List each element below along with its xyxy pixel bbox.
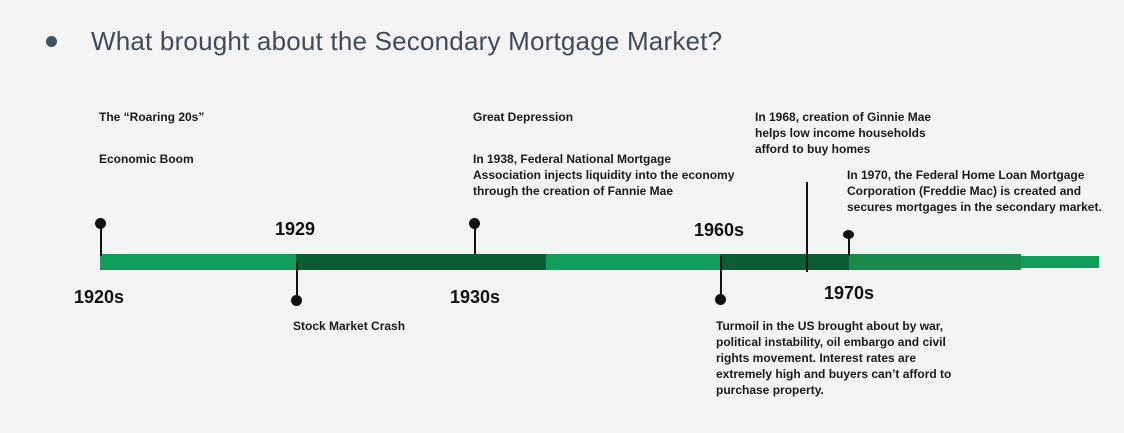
event-ginnie-mae-line: afford to buy homes [755,142,871,156]
slide-title: What brought about the Secondary Mortgag… [91,26,723,56]
event-freddie-mac: In 1970, the Federal Home Loan Mortgage … [847,167,1102,215]
event-freddie-mac-line: secures mortgages in the secondary marke… [847,200,1102,214]
event-roaring-20s: The “Roaring 20s” [99,110,205,124]
marker-1929-dot [291,295,302,306]
event-stock-market-crash: Stock Market Crash [293,319,406,333]
marker-1970-stem [848,234,850,256]
year-label-1960s: 1960s [694,220,745,240]
slide-header: What brought about the Secondary Mortgag… [46,26,722,57]
year-label-1930s: 1930s [450,287,501,307]
year-label-1929: 1929 [275,219,316,239]
marker-1929-stem [296,262,298,298]
segment-1960s [720,254,850,270]
year-label-1920s: 1920s [74,287,125,307]
marker-1960s-dot [715,294,726,305]
event-turmoil-line: purchase property. [716,383,824,397]
segment-1920s [100,254,297,270]
event-ginnie-mae: In 1968, creation of Ginnie Mae helps lo… [755,109,931,157]
event-ginnie-mae-line: In 1968, creation of Ginnie Mae [755,110,932,124]
marker-1930s-dot [469,218,480,229]
marker-1968-stem [806,182,808,272]
event-turmoil-line: political instability, oil embargo and c… [716,335,946,349]
event-fannie-mae: In 1938, Federal National Mortgage Assoc… [473,151,734,199]
segment-1970s [849,254,1021,270]
event-turmoil-line: rights movement. Interest rates are [716,351,917,365]
marker-1920s-dot [95,218,106,229]
marker-1920s-stem [100,224,102,256]
event-ginnie-mae-line: helps low income households [755,126,926,140]
bullet-icon [46,36,57,47]
event-freddie-mac-line: In 1970, the Federal Home Loan Mortgage [847,168,1085,182]
event-fannie-mae-line: Association injects liquidity into the e… [473,168,735,182]
segment-1929 [296,254,546,270]
segment-tail [1021,256,1099,268]
marker-1960s-stem [720,256,722,298]
event-turmoil-line: Turmoil in the US brought about by war, [716,319,944,333]
event-freddie-mac-line: Corporation (Freddie Mac) is created and [847,184,1082,198]
event-turmoil-line: extremely high and buyers can’t afford t… [716,367,952,381]
event-fannie-mae-line: through the creation of Fannie Mae [473,184,674,198]
segment-1930s [546,254,720,270]
event-great-depression: Great Depression [473,110,574,124]
event-turmoil: Turmoil in the US brought about by war, … [716,318,951,398]
event-fannie-mae-line: In 1938, Federal National Mortgage [473,152,672,166]
event-economic-boom: Economic Boom [99,152,194,166]
year-label-1970s: 1970s [824,283,875,303]
marker-1930s-stem [474,224,476,254]
